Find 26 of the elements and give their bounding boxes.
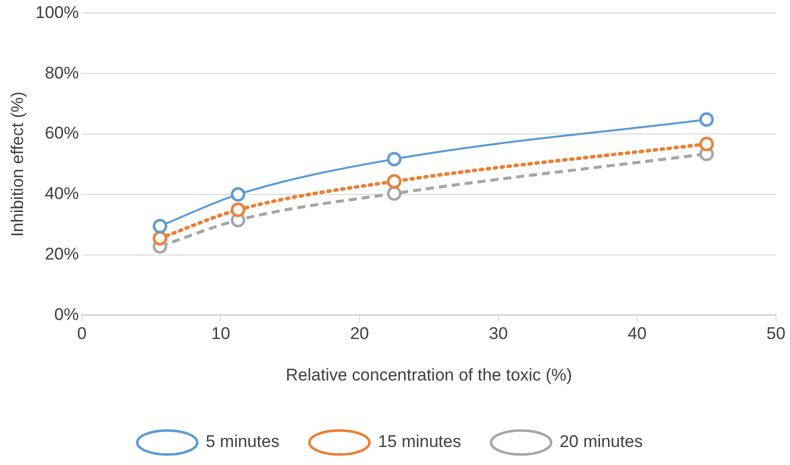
- x-tick-label: 30: [488, 324, 508, 344]
- y-tick-label: 80%: [44, 63, 79, 82]
- x-tick-label: 50: [766, 324, 786, 344]
- y-tick-label: 40%: [44, 184, 79, 204]
- x-tick-label: 10: [211, 324, 230, 344]
- point: [152, 218, 168, 234]
- x-axis-title: Relative concentration of the toxic (%): [286, 365, 572, 384]
- point: [699, 136, 714, 152]
- point: [152, 230, 168, 246]
- y-tick-label: 0%: [54, 304, 79, 324]
- point: [386, 152, 402, 166]
- x-tick-label: 20: [350, 324, 369, 344]
- point: [699, 112, 714, 127]
- x-tick-label: 0: [77, 324, 87, 344]
- x-tick-label: 40: [628, 324, 647, 344]
- point: [230, 187, 246, 202]
- y-axis-title: Inhibition effect (%): [8, 92, 27, 237]
- y-tick-label: 100%: [35, 2, 79, 22]
- point: [386, 174, 402, 189]
- legend-label: 20 minutes: [560, 432, 643, 452]
- point: [386, 186, 402, 201]
- legend-label: 15 minutes: [378, 432, 462, 452]
- point: [230, 202, 246, 218]
- legend-label: 5 minutes: [206, 432, 280, 452]
- y-tick-label: 60%: [44, 124, 79, 143]
- y-tick-label: 20%: [44, 244, 79, 264]
